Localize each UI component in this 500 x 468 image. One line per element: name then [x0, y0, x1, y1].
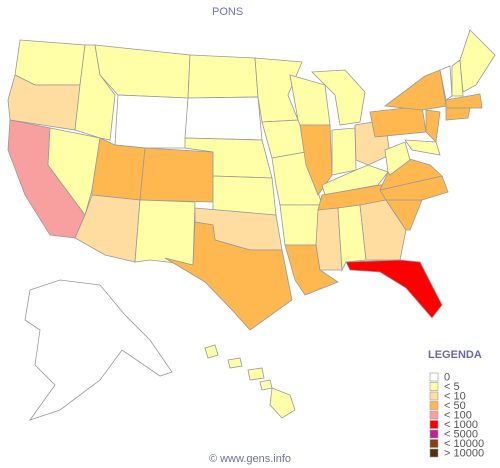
- state: [259, 379, 273, 391]
- legend-label: < 10: [444, 390, 466, 402]
- state: [91, 137, 146, 201]
- state: [331, 127, 357, 176]
- legend-swatch: [429, 420, 439, 429]
- state: [204, 344, 219, 359]
- state: [404, 139, 441, 156]
- state: [187, 54, 259, 99]
- legend-swatch: [429, 439, 439, 448]
- state: [139, 147, 214, 203]
- state: [369, 105, 427, 138]
- state: [315, 207, 343, 271]
- legend-swatch: [429, 382, 439, 391]
- state: [345, 259, 443, 319]
- legend: 0< 5< 10< 50< 100< 1000< 5000< 10000> 10…: [429, 371, 484, 459]
- legend-swatch: [429, 401, 439, 410]
- state: [14, 39, 86, 86]
- legend-label: > 10000: [444, 447, 484, 459]
- state: [134, 199, 196, 266]
- state: [383, 69, 447, 111]
- state: [114, 94, 189, 149]
- state: [279, 204, 321, 246]
- states: [7, 29, 496, 421]
- state: [261, 119, 307, 159]
- legend-label: < 5: [444, 381, 460, 393]
- legend-label: < 1000: [444, 419, 478, 431]
- state: [451, 59, 464, 97]
- state: [184, 96, 263, 141]
- legend-swatch: [429, 391, 439, 401]
- state: [384, 141, 411, 176]
- legend-label: < 10000: [444, 438, 484, 450]
- legend-label: < 100: [444, 409, 472, 421]
- state: [269, 387, 296, 419]
- state: [425, 109, 441, 143]
- legend-swatch: [429, 410, 439, 420]
- legend-swatch: [429, 372, 439, 382]
- legend-label: < 5000: [444, 428, 478, 440]
- state: [337, 204, 367, 272]
- state: [459, 29, 496, 93]
- legend-swatch: [429, 429, 439, 439]
- state: [445, 93, 483, 109]
- state: [47, 127, 101, 216]
- state: [445, 107, 471, 121]
- legend-label: 0: [444, 371, 450, 383]
- state: [164, 221, 293, 331]
- state: [247, 367, 265, 381]
- state: [311, 69, 366, 126]
- legend-title: LEGENDA: [428, 349, 482, 361]
- state: [24, 279, 173, 421]
- state: [227, 357, 243, 369]
- legend-swatch: [429, 448, 439, 458]
- footer: © www.gens.info: [209, 453, 291, 465]
- map-title: PONS: [212, 6, 243, 18]
- state: [212, 175, 277, 216]
- legend-label: < 50: [444, 400, 466, 412]
- state: [359, 199, 407, 261]
